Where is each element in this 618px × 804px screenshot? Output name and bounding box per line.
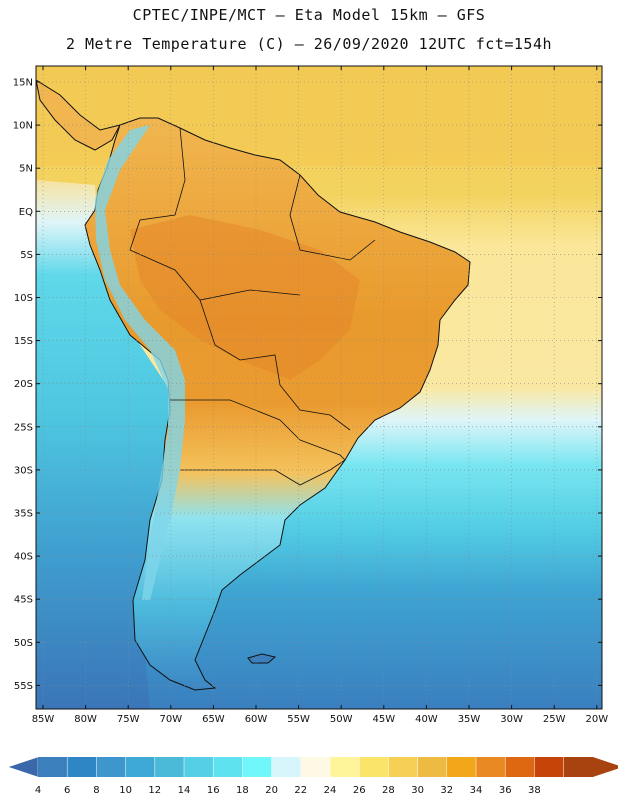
lon-label: 65W [202,714,225,725]
colorbar-label: 18 [236,785,249,796]
lon-label: 45W [372,714,395,725]
lat-label: 15S [14,336,33,347]
lat-label: 5S [20,250,33,261]
colorbar-label: 20 [265,785,278,796]
colorbar-label: 12 [148,785,161,796]
colorbar-label: 24 [324,785,337,796]
lat-label: 10S [14,293,33,304]
lon-label: 70W [159,714,182,725]
map-frame [35,65,603,710]
lon-label: 40W [415,714,438,725]
lon-label: 85W [32,714,55,725]
colorbar-segment [242,757,273,777]
lat-label: 35S [14,509,33,520]
colorbar-label: 22 [294,785,307,796]
central-america [36,79,121,151]
colorbar-label: 10 [119,785,132,796]
lat-label: 45S [14,595,33,606]
andes-cool-strip [95,125,185,600]
lat-label: 50S [14,638,33,649]
colorbar-label: 28 [382,785,395,796]
falkland-islands [247,653,277,664]
lon-label: 75W [117,714,140,725]
lat-label: 25S [14,422,33,433]
colorbar-label: 30 [411,785,424,796]
colorbar-label: 14 [178,785,191,796]
colorbar-segment [534,757,565,777]
lon-label: 30W [500,714,523,725]
title-line-1: CPTEC/INPE/MCT – Eta Model 15km – GFS [132,6,486,24]
lat-label: EQ [19,207,33,218]
colorbar: 4 6 8 10 12 14 16 18 20 22 24 26 28 30 32 34 36 38 [7,756,618,796]
colorbar-segment [67,757,97,777]
lon-label: 20W [585,714,608,725]
colorbar-segment [505,757,535,777]
colorbar-label: 16 [207,785,220,796]
colorbar-label: 26 [353,785,366,796]
lon-label: 55W [287,714,310,725]
colorbar-segment [96,757,127,777]
lat-label: 40S [14,552,33,563]
colorbar-segment [184,757,214,777]
lon-label: 35W [458,714,481,725]
colorbar-segment [125,757,156,777]
lat-label: 10N [13,121,33,132]
colorbar-label: 32 [440,785,453,796]
colorbar-label: 8 [93,785,99,796]
lat-label: 20S [14,379,33,390]
colorbar-segment [38,757,68,777]
lat-label: 5N [19,164,33,175]
colorbar-segment [300,757,331,777]
colorbar-segment [271,757,302,777]
lon-label: 50W [330,714,353,725]
colorbar-right-tip [592,757,618,777]
colorbar-segment [388,757,419,777]
colorbar-segment [446,757,477,777]
colorbar-label: 36 [499,785,512,796]
colorbar-label: 6 [64,785,70,796]
colorbar-label: 34 [470,785,483,796]
lat-label: 30S [14,465,33,476]
colorbar-segment [213,757,243,777]
title-line-2: 2 Metre Temperature (C) – 26/09/2020 12U… [65,35,553,53]
colorbar-left-tip [7,756,39,778]
lon-label: 60W [245,714,268,725]
lon-label: 80W [74,714,97,725]
colorbar-segment [417,757,448,777]
latitude-labels: 15N 10N 5N EQ 5S 10S 15S 20S 25S 30S 35S 40S 45S 50S 5… [13,78,602,692]
lat-label: 15N [13,78,33,89]
lon-label: 25W [543,714,566,725]
colorbar-segment [154,757,185,777]
lat-label: 55S [14,681,33,692]
colorbar-segment [476,757,506,777]
colorbar-segment [563,757,594,777]
colorbar-segment [359,757,389,777]
colorbar-segment [330,757,360,777]
longitude-labels: 85W 80W 75W 70W 65W 60W 55W 50W 45W 40W 35W 30W 25W 2… [32,66,608,725]
colorbar-label: 38 [528,785,541,796]
country-borders [129,127,376,486]
colorbar-label: 4 [35,785,41,796]
